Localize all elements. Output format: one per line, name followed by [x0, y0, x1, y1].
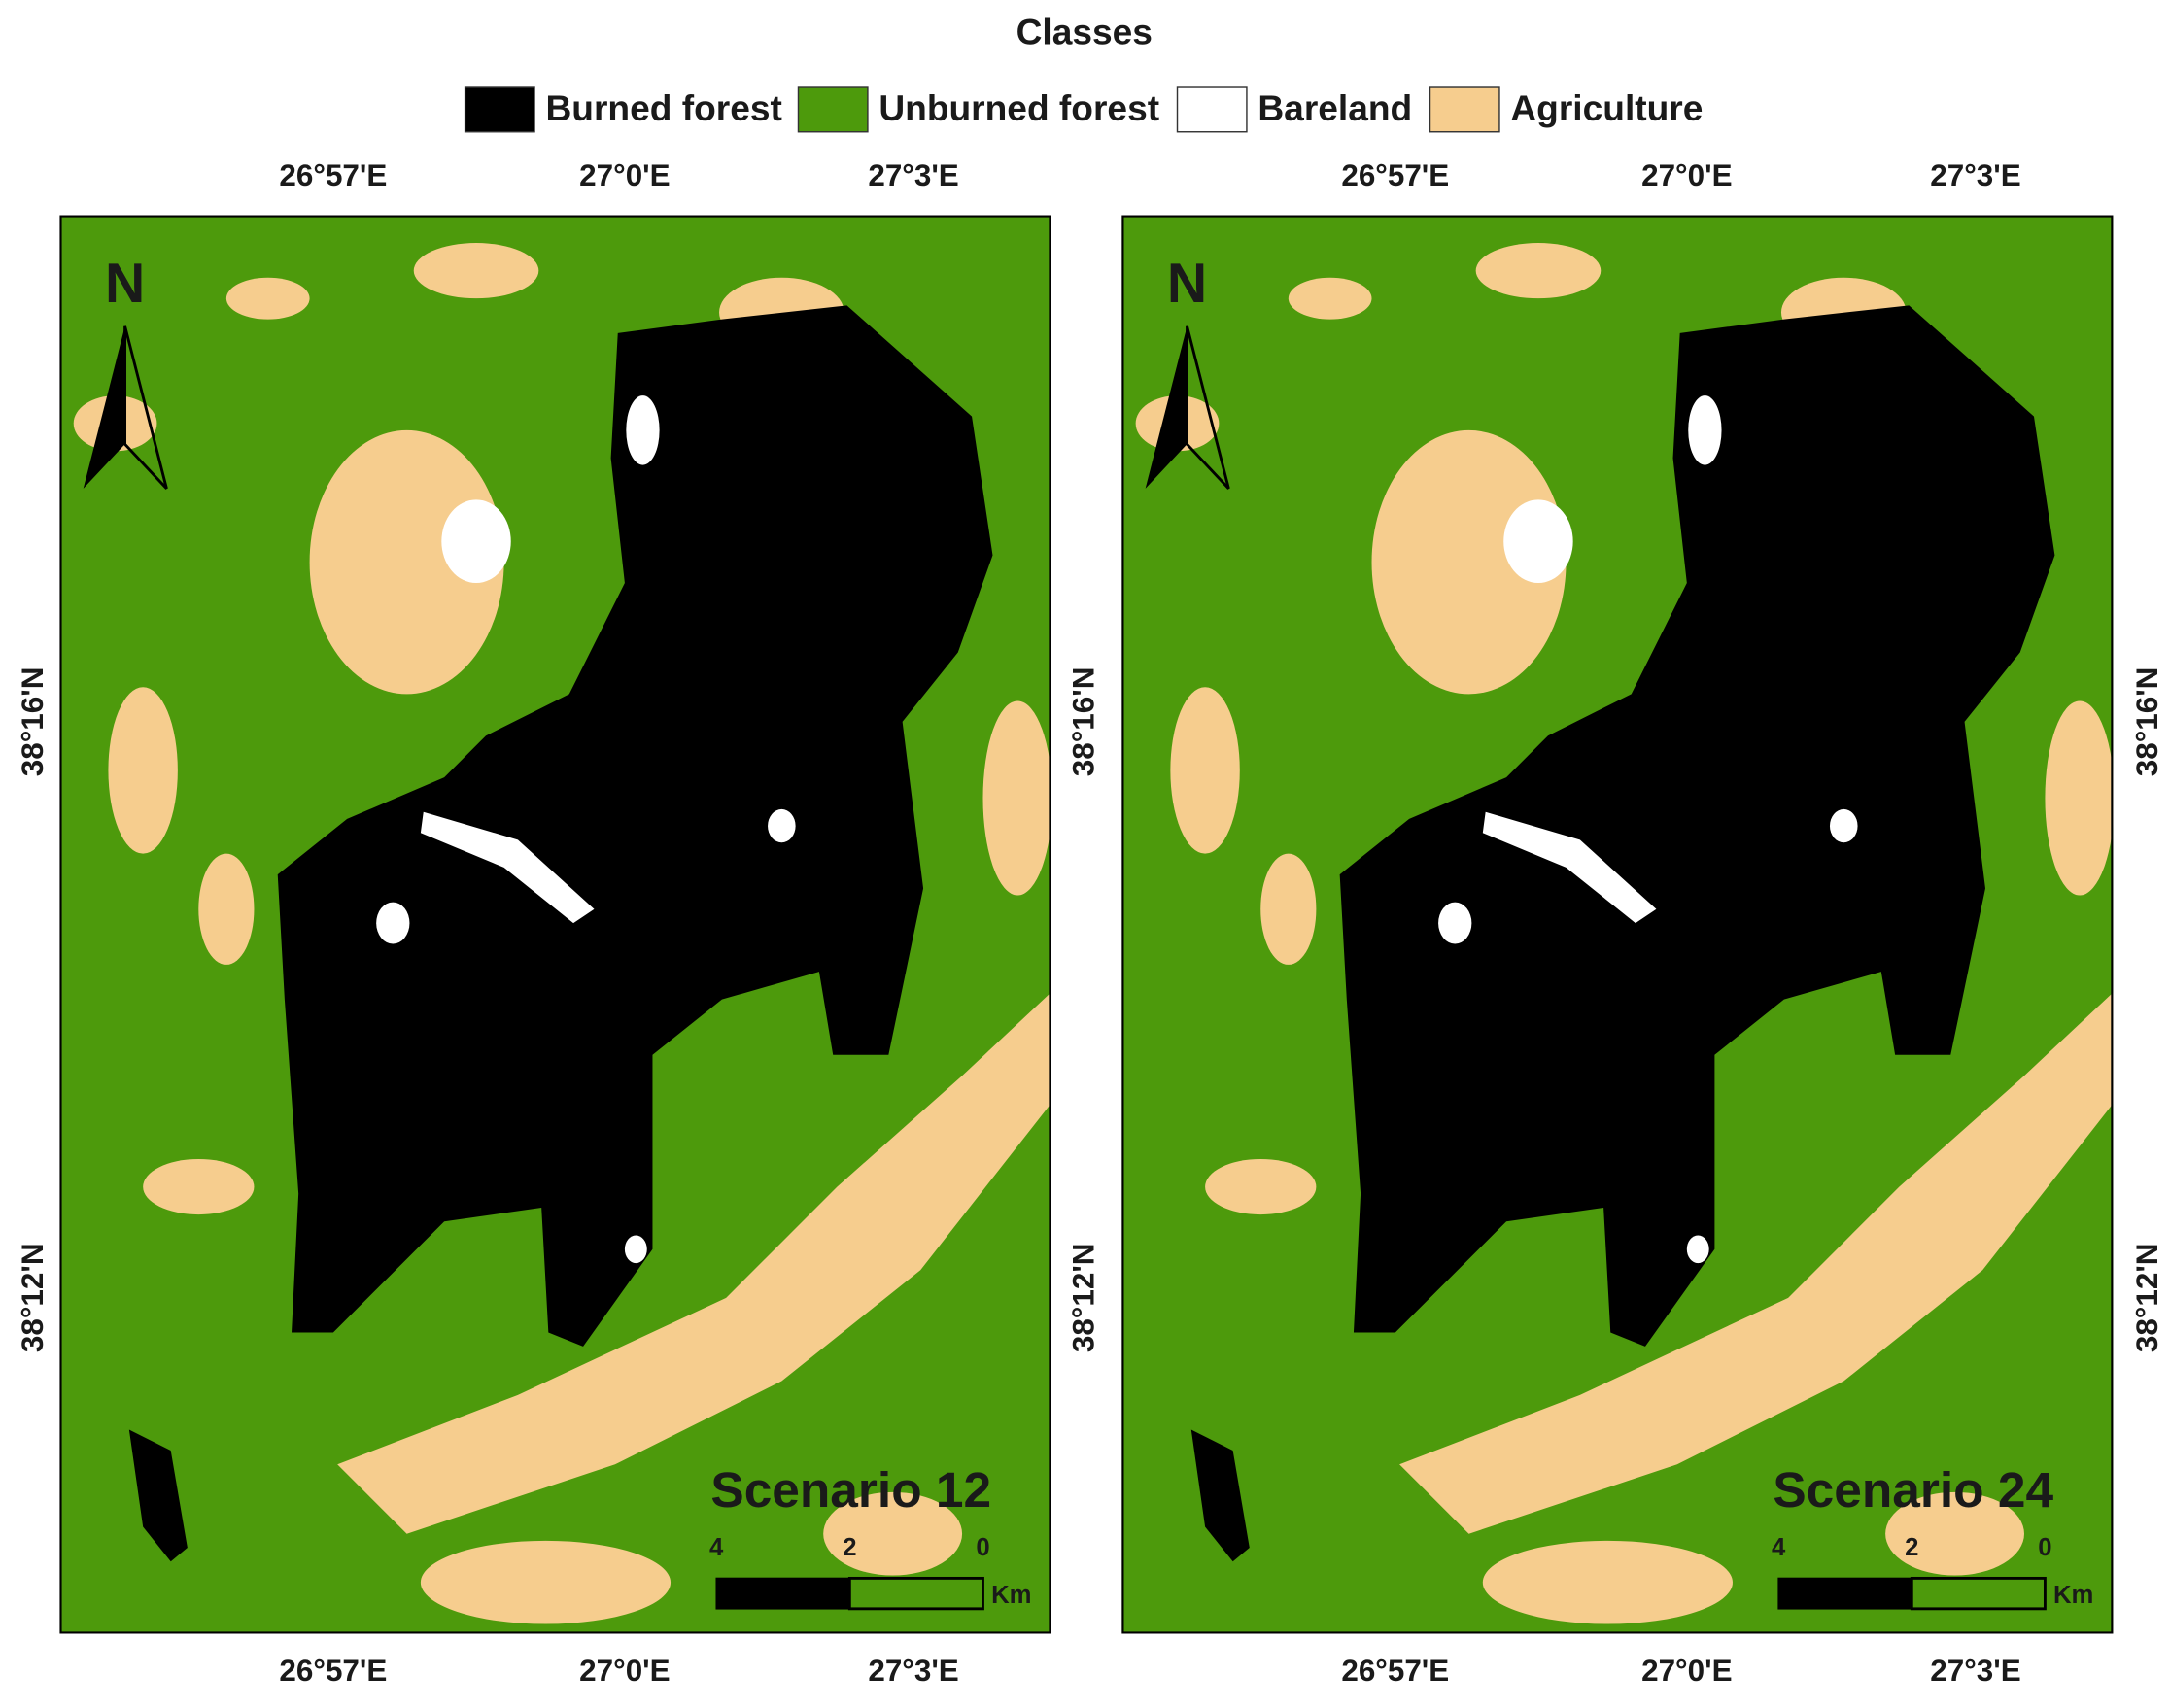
lon-label-bottom: 27°3'E [1930, 1654, 2020, 1688]
legend: Burned forest Unburned forest Bareland Agri… [464, 86, 1703, 133]
lat-label: 38°12'N [16, 1243, 50, 1352]
scale-tick-label: 0 [2038, 1534, 2051, 1561]
scale-unit: Km [991, 1582, 1031, 1609]
map-raster [59, 215, 1051, 1633]
lon-label-top: 27°3'E [868, 158, 958, 192]
legend-label: Bareland [1257, 87, 1412, 128]
lon-label-bottom: 26°57'E [279, 1654, 387, 1688]
scenario-label: Scenario 24 [1773, 1461, 2053, 1518]
scale-bar-white [1910, 1576, 2047, 1611]
lat-label: 38°16'N [2130, 667, 2164, 777]
lon-label-top: 27°0'E [1641, 158, 1732, 192]
lat-label: 38°16'N [1067, 667, 1101, 777]
legend-swatch [797, 86, 869, 133]
legend-swatch [464, 86, 535, 133]
lon-label-top: 27°3'E [1930, 158, 2020, 192]
maps: 26°57'E 26°57'E 27°0'E 27°0'E 27°3'E 27°3'E 38… [16, 158, 2164, 1688]
north-arrow [1145, 325, 1188, 489]
scale-tick-label: 0 [976, 1534, 989, 1561]
north-arrow-outline [1186, 325, 1230, 490]
lon-label-top: 27°0'E [579, 158, 670, 192]
north-label: N [1167, 253, 1207, 315]
legend-label: Unburned forest [878, 87, 1159, 128]
legend-label: Burned forest [545, 87, 781, 128]
scenario-label: Scenario 12 [710, 1461, 991, 1518]
lon-label-top: 26°57'E [1341, 158, 1449, 192]
legend-label: Agriculture [1510, 87, 1703, 128]
legend-title: Classes [1016, 12, 1153, 52]
map-panel: 26°57'E 26°57'E 27°0'E 27°0'E 27°3'E 27°3'E 38… [16, 158, 1052, 1688]
lat-label: 38°12'N [1067, 1243, 1101, 1352]
scale-tick-label: 2 [1905, 1534, 1918, 1561]
legend-swatch [1176, 86, 1248, 133]
lon-label-top: 26°57'E [279, 158, 387, 192]
scale-bar-white [847, 1576, 984, 1611]
lon-label-bottom: 26°57'E [1341, 1654, 1449, 1688]
map-raster [1121, 215, 2114, 1633]
north-arrow-outline [123, 325, 168, 490]
lon-label-bottom: 27°3'E [868, 1654, 958, 1688]
lat-label: 38°16'N [16, 667, 50, 777]
scale-unit: Km [2053, 1582, 2093, 1609]
lat-label: 38°12'N [2130, 1243, 2164, 1352]
north-arrow [83, 325, 125, 489]
scale-tick-label: 2 [843, 1534, 856, 1561]
scale-tick-label: 4 [1772, 1534, 1786, 1561]
legend-swatch [1429, 86, 1500, 133]
lon-label-bottom: 27°0'E [1641, 1654, 1732, 1688]
north-label: N [105, 253, 145, 315]
scale-bar-black [1777, 1577, 1912, 1610]
lon-label-bottom: 27°0'E [579, 1654, 670, 1688]
scale-bar-black [715, 1577, 851, 1610]
map-panel: 26°57'E 26°57'E 27°0'E 27°0'E 27°3'E 27°3'E 38… [1067, 158, 2164, 1688]
scale-tick-label: 4 [709, 1534, 724, 1561]
